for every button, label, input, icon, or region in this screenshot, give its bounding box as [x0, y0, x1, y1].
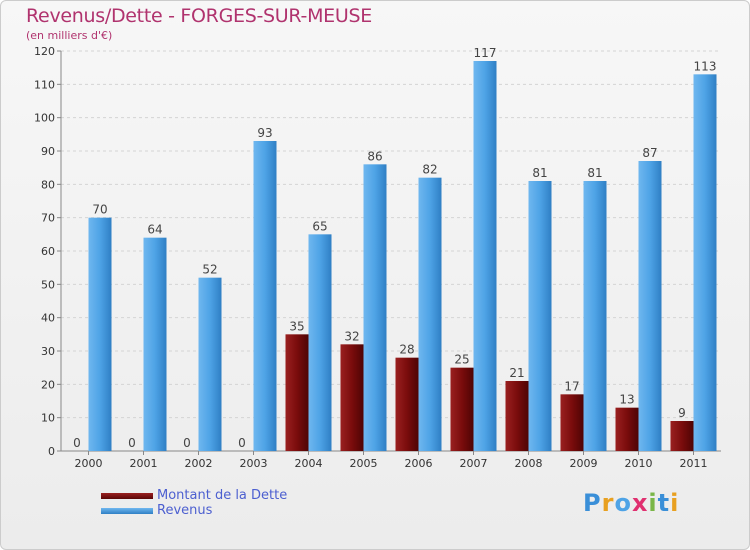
data-label-dette: 25 — [454, 353, 469, 367]
data-label-dette: 35 — [289, 319, 304, 333]
x-tick-label: 2008 — [515, 457, 543, 470]
bar-dette — [340, 344, 364, 451]
data-label-revenus: 86 — [367, 149, 382, 163]
data-label-revenus: 87 — [642, 146, 657, 160]
data-label-dette: 32 — [344, 329, 359, 343]
legend-item-revenus: Revenus — [101, 503, 287, 518]
legend-swatch-dette — [101, 492, 153, 499]
x-tick-label: 2006 — [405, 457, 433, 470]
bar-revenus — [638, 161, 662, 451]
chart-subtitle: (en milliers d'€) — [26, 29, 113, 42]
data-label-dette: 0 — [73, 436, 81, 450]
data-label-revenus: 64 — [147, 223, 162, 237]
data-label-dette: 0 — [238, 436, 246, 450]
y-tick-label: 0 — [48, 445, 55, 458]
x-tick-label: 2010 — [625, 457, 653, 470]
y-tick-label: 50 — [41, 278, 55, 291]
y-tick-label: 110 — [34, 78, 55, 91]
bar-dette — [560, 394, 584, 451]
x-tick-label: 2000 — [75, 457, 103, 470]
bar-dette — [285, 334, 309, 451]
bar-chart: 0102030405060708090100110120200007020010… — [34, 45, 721, 470]
y-tick-label: 90 — [41, 145, 55, 158]
bar-dette — [395, 357, 419, 451]
y-tick-label: 40 — [41, 312, 55, 325]
y-tick-label: 20 — [41, 378, 55, 391]
proxiti-logo: Proxiti — [583, 489, 680, 517]
x-tick-label: 2002 — [185, 457, 213, 470]
bar-revenus — [693, 74, 717, 451]
bar-dette — [505, 381, 529, 451]
x-tick-label: 2004 — [295, 457, 323, 470]
bar-dette — [615, 407, 639, 451]
data-label-revenus: 81 — [532, 166, 547, 180]
data-label-dette: 0 — [128, 436, 136, 450]
data-label-dette: 17 — [564, 379, 579, 393]
bar-revenus — [253, 141, 277, 451]
data-label-dette: 21 — [509, 366, 524, 380]
data-label-revenus: 93 — [257, 126, 272, 140]
bar-revenus — [143, 237, 167, 451]
bar-revenus — [198, 277, 222, 451]
data-label-revenus: 117 — [474, 46, 497, 60]
bar-revenus — [418, 177, 442, 451]
chart-title: Revenus/Dette - FORGES-SUR-MEUSE — [26, 5, 372, 27]
data-label-revenus: 70 — [92, 203, 107, 217]
y-tick-label: 100 — [34, 112, 55, 125]
legend-label-dette: Montant de la Dette — [157, 488, 288, 503]
y-tick-label: 80 — [41, 178, 55, 191]
y-tick-label: 120 — [34, 45, 55, 58]
data-label-revenus: 52 — [202, 263, 217, 277]
data-label-revenus: 65 — [312, 219, 327, 233]
data-label-dette: 9 — [678, 406, 686, 420]
bar-revenus — [308, 234, 332, 451]
data-label-dette: 28 — [399, 343, 414, 357]
legend: Montant de la Dette Revenus — [101, 488, 287, 518]
legend-swatch-revenus — [101, 507, 153, 514]
data-label-revenus: 113 — [694, 59, 717, 73]
data-label-revenus: 81 — [587, 166, 602, 180]
x-tick-label: 2007 — [460, 457, 488, 470]
data-label-revenus: 82 — [422, 163, 437, 177]
x-tick-label: 2011 — [680, 457, 708, 470]
bar-revenus — [583, 181, 607, 451]
y-tick-label: 10 — [41, 412, 55, 425]
bar-revenus — [88, 217, 112, 451]
bar-dette — [670, 421, 694, 451]
x-tick-label: 2009 — [570, 457, 598, 470]
legend-item-dette: Montant de la Dette — [101, 488, 287, 503]
legend-label-revenus: Revenus — [157, 503, 213, 518]
bar-revenus — [473, 61, 497, 451]
y-tick-label: 30 — [41, 345, 55, 358]
y-tick-label: 70 — [41, 212, 55, 225]
data-label-dette: 0 — [183, 436, 191, 450]
x-tick-label: 2005 — [350, 457, 378, 470]
x-tick-label: 2003 — [240, 457, 268, 470]
bar-revenus — [528, 181, 552, 451]
bar-revenus — [363, 164, 387, 452]
bar-dette — [450, 367, 474, 451]
y-tick-label: 60 — [41, 245, 55, 258]
x-tick-label: 2001 — [130, 457, 158, 470]
data-label-dette: 13 — [619, 393, 634, 407]
